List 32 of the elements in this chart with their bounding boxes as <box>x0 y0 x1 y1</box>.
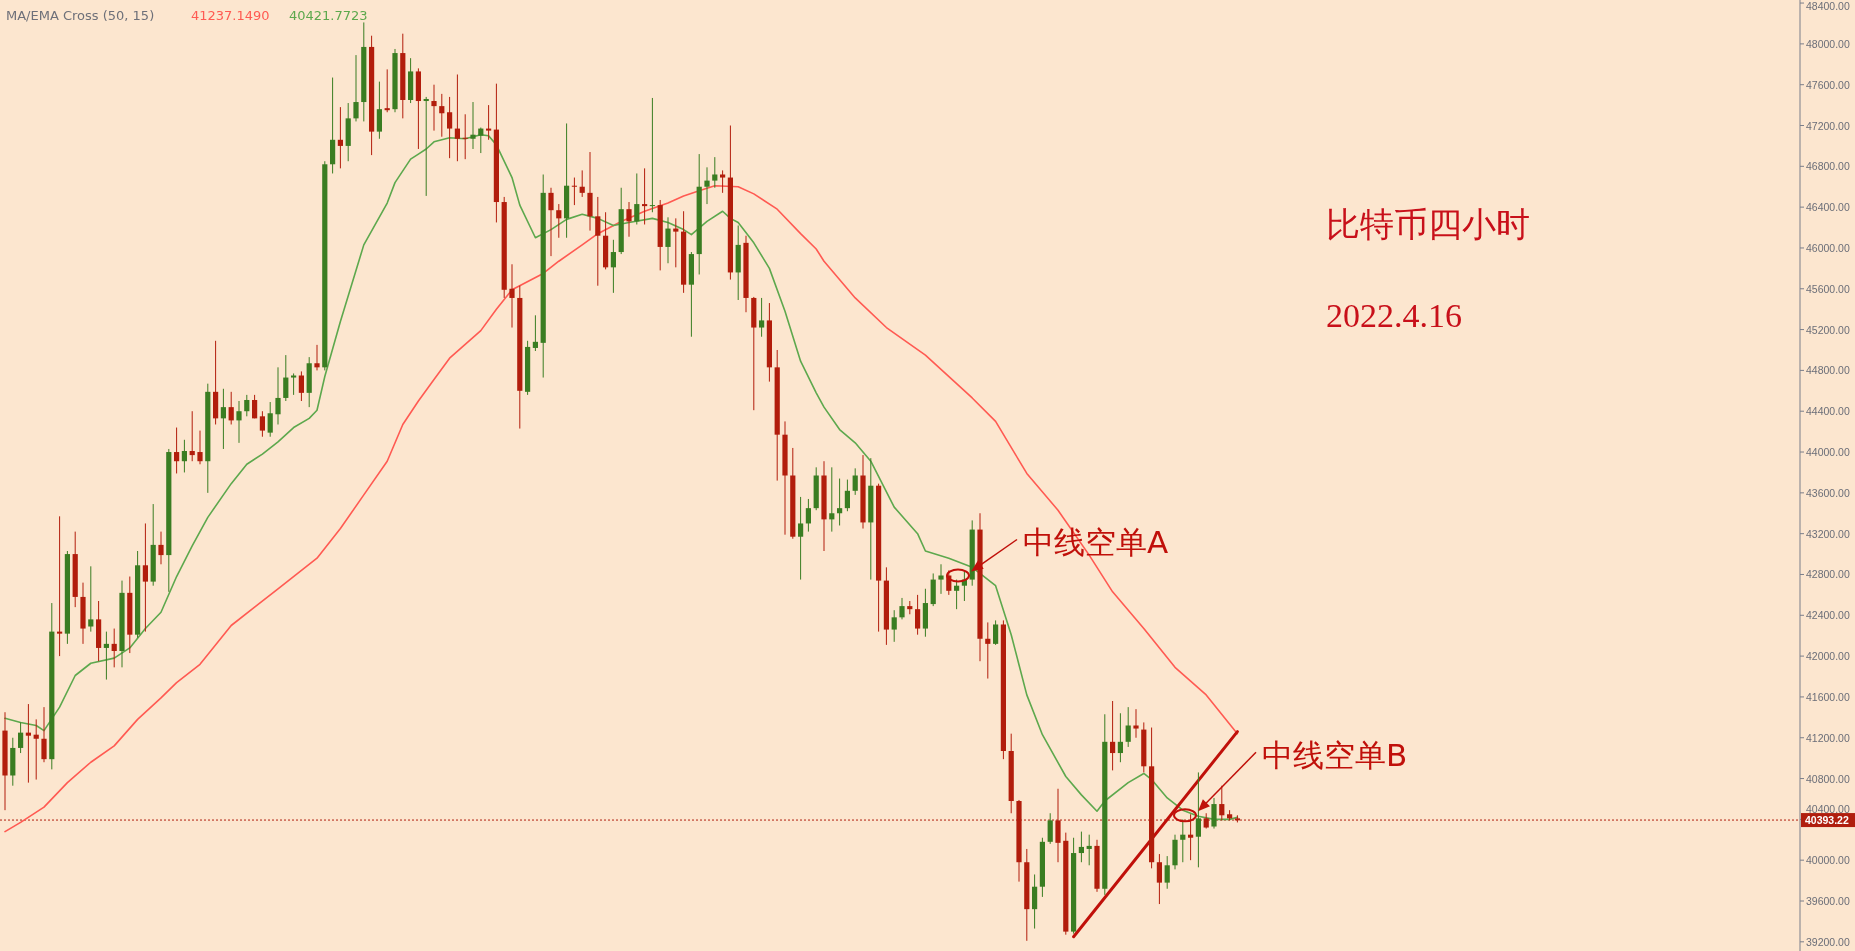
y-tick-label: 45200.00 <box>1806 323 1850 336</box>
y-tick-label: 42800.00 <box>1806 568 1850 581</box>
y-tick-label: 44400.00 <box>1806 405 1850 418</box>
text: 比特币四小时 <box>1326 206 1530 243</box>
y-tick-label: 43200.00 <box>1806 527 1850 540</box>
ref-line-label: 40393.22 <box>1805 814 1849 827</box>
y-tick-label: 40800.00 <box>1806 772 1850 785</box>
y-tick-label: 42400.00 <box>1806 609 1850 622</box>
text: 2022.4.16 <box>1326 297 1462 334</box>
annotation: 中线空单A <box>1023 524 1169 561</box>
y-tick-label: 43600.00 <box>1806 486 1850 499</box>
y-tick-label: 48400.00 <box>1806 0 1850 12</box>
y-tick-label: 41600.00 <box>1806 690 1850 703</box>
y-tick-label: 44000.00 <box>1806 446 1850 459</box>
y-tick-label: 44800.00 <box>1806 364 1850 377</box>
y-tick-label: 40400.00 <box>1806 803 1850 816</box>
y-tick-label: 47200.00 <box>1806 119 1850 132</box>
y-tick-label: 46400.00 <box>1806 201 1850 214</box>
y-tick-label: 48000.00 <box>1806 37 1850 50</box>
text: 40421.7723 <box>289 8 368 23</box>
text: 41237.1490 <box>191 8 270 23</box>
y-tick-label: 42000.00 <box>1806 650 1850 663</box>
y-tick-label: 45600.00 <box>1806 282 1850 295</box>
y-tick-label: 46800.00 <box>1806 160 1850 173</box>
annotation: 中线空单B <box>1262 737 1408 774</box>
legend-title: MA/EMA Cross (50, 15) <box>6 8 155 23</box>
y-tick-label: 47600.00 <box>1806 78 1850 91</box>
y-tick-label: 46000.00 <box>1806 241 1850 254</box>
y-tick-label: 39600.00 <box>1806 895 1850 907</box>
y-tick-label: 41200.00 <box>1806 731 1850 744</box>
y-tick-label: 40000.00 <box>1806 854 1850 867</box>
y-tick-label: 39200.00 <box>1806 935 1850 948</box>
